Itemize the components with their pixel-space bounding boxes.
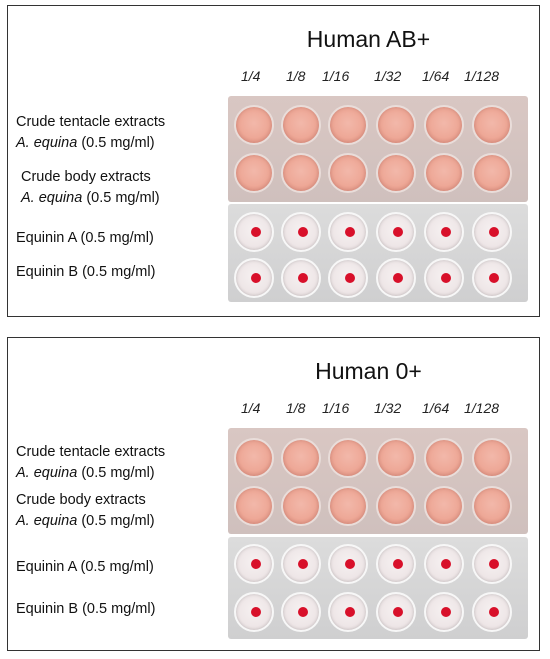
well-button	[424, 212, 464, 252]
well-agglutinated	[328, 486, 368, 526]
red-cell-button-dot	[345, 227, 355, 237]
row-label-equinin-b: Equinin B (0.5 mg/ml)	[16, 264, 156, 280]
well-button	[472, 258, 512, 298]
red-cell-button-dot	[489, 273, 499, 283]
well-button	[424, 258, 464, 298]
dilution-label: 1/32	[374, 68, 402, 84]
dilution-label: 1/32	[374, 400, 402, 416]
well-agglutinated	[424, 153, 464, 193]
red-cell-button-dot	[393, 607, 403, 617]
red-cell-button-dot	[489, 227, 499, 237]
dilution-label: 1/128	[464, 68, 500, 84]
red-cell-button-dot	[393, 273, 403, 283]
dilution-label: 1/4	[241, 400, 261, 416]
well-agglutinated	[234, 486, 274, 526]
row-label-crude-tentacle: Crude tentacle extracts A. equina (0.5 m…	[16, 444, 166, 481]
red-cell-button-dot	[298, 607, 308, 617]
red-cell-button-dot	[441, 273, 451, 283]
panel-human-ab-positive: Human AB+ 1/4 1/8 1/16 1/32 1/64 1/128 C…	[7, 5, 540, 317]
row-label-equinin-a: Equinin A (0.5 mg/ml)	[16, 559, 154, 575]
row-label-equinin-a: Equinin A (0.5 mg/ml)	[16, 230, 154, 246]
panel-human-0-positive: Human 0+ 1/4 1/8 1/16 1/32 1/64 1/128 Cr…	[7, 337, 540, 651]
dilution-label: 1/16	[322, 68, 350, 84]
well-agglutinated	[376, 105, 416, 145]
red-cell-button-dot	[441, 227, 451, 237]
well-agglutinated	[234, 438, 274, 478]
well-button	[281, 212, 321, 252]
panel-title: Human 0+	[315, 358, 422, 384]
well-agglutinated	[281, 438, 321, 478]
well-agglutinated	[281, 105, 321, 145]
row-label-crude-body: Crude body extracts A. equina (0.5 mg/ml…	[21, 169, 160, 206]
well-button	[328, 544, 368, 584]
dilution-label: 1/16	[322, 400, 350, 416]
red-cell-button-dot	[298, 227, 308, 237]
well-button	[424, 592, 464, 632]
red-cell-button-dot	[251, 559, 261, 569]
red-cell-button-dot	[441, 559, 451, 569]
well-button	[472, 544, 512, 584]
well-button	[376, 544, 416, 584]
red-cell-button-dot	[489, 607, 499, 617]
well-button	[376, 592, 416, 632]
well-agglutinated	[234, 153, 274, 193]
well-button	[234, 544, 274, 584]
well-agglutinated	[376, 153, 416, 193]
well-button	[281, 544, 321, 584]
well-button	[328, 258, 368, 298]
well-button	[376, 258, 416, 298]
dilution-label: 1/4	[241, 68, 261, 84]
well-agglutinated	[376, 438, 416, 478]
red-cell-button-dot	[345, 273, 355, 283]
red-cell-button-dot	[251, 227, 261, 237]
red-cell-button-dot	[345, 559, 355, 569]
red-cell-button-dot	[298, 559, 308, 569]
well-button	[424, 544, 464, 584]
well-agglutinated	[328, 105, 368, 145]
well-agglutinated	[328, 438, 368, 478]
well-agglutinated	[472, 105, 512, 145]
red-cell-button-dot	[393, 227, 403, 237]
row-label-crude-tentacle: Crude tentacle extracts A. equina (0.5 m…	[16, 114, 166, 151]
well-agglutinated	[328, 153, 368, 193]
well-button	[234, 212, 274, 252]
well-button	[234, 258, 274, 298]
red-cell-button-dot	[489, 559, 499, 569]
well-button	[281, 592, 321, 632]
well-agglutinated	[424, 486, 464, 526]
well-agglutinated	[376, 486, 416, 526]
dilution-label: 1/8	[286, 400, 306, 416]
well-agglutinated	[234, 105, 274, 145]
well-agglutinated	[281, 153, 321, 193]
red-cell-button-dot	[251, 273, 261, 283]
well-button	[472, 212, 512, 252]
dilution-label: 1/128	[464, 400, 500, 416]
red-cell-button-dot	[298, 273, 308, 283]
red-cell-button-dot	[345, 607, 355, 617]
well-button	[376, 212, 416, 252]
well-agglutinated	[472, 438, 512, 478]
well-agglutinated	[281, 486, 321, 526]
well-agglutinated	[472, 486, 512, 526]
dilution-label: 1/64	[422, 68, 450, 84]
well-agglutinated	[472, 153, 512, 193]
red-cell-button-dot	[393, 559, 403, 569]
red-cell-button-dot	[251, 607, 261, 617]
well-agglutinated	[424, 105, 464, 145]
panel-title: Human AB+	[306, 26, 431, 52]
dilution-label: 1/64	[422, 400, 450, 416]
red-cell-button-dot	[441, 607, 451, 617]
well-agglutinated	[424, 438, 464, 478]
well-button	[234, 592, 274, 632]
row-label-equinin-b: Equinin B (0.5 mg/ml)	[16, 601, 156, 617]
well-button	[328, 212, 368, 252]
well-button	[472, 592, 512, 632]
dilution-label: 1/8	[286, 68, 306, 84]
well-button	[328, 592, 368, 632]
row-label-crude-body: Crude body extracts A. equina (0.5 mg/ml…	[16, 492, 155, 529]
well-button	[281, 258, 321, 298]
